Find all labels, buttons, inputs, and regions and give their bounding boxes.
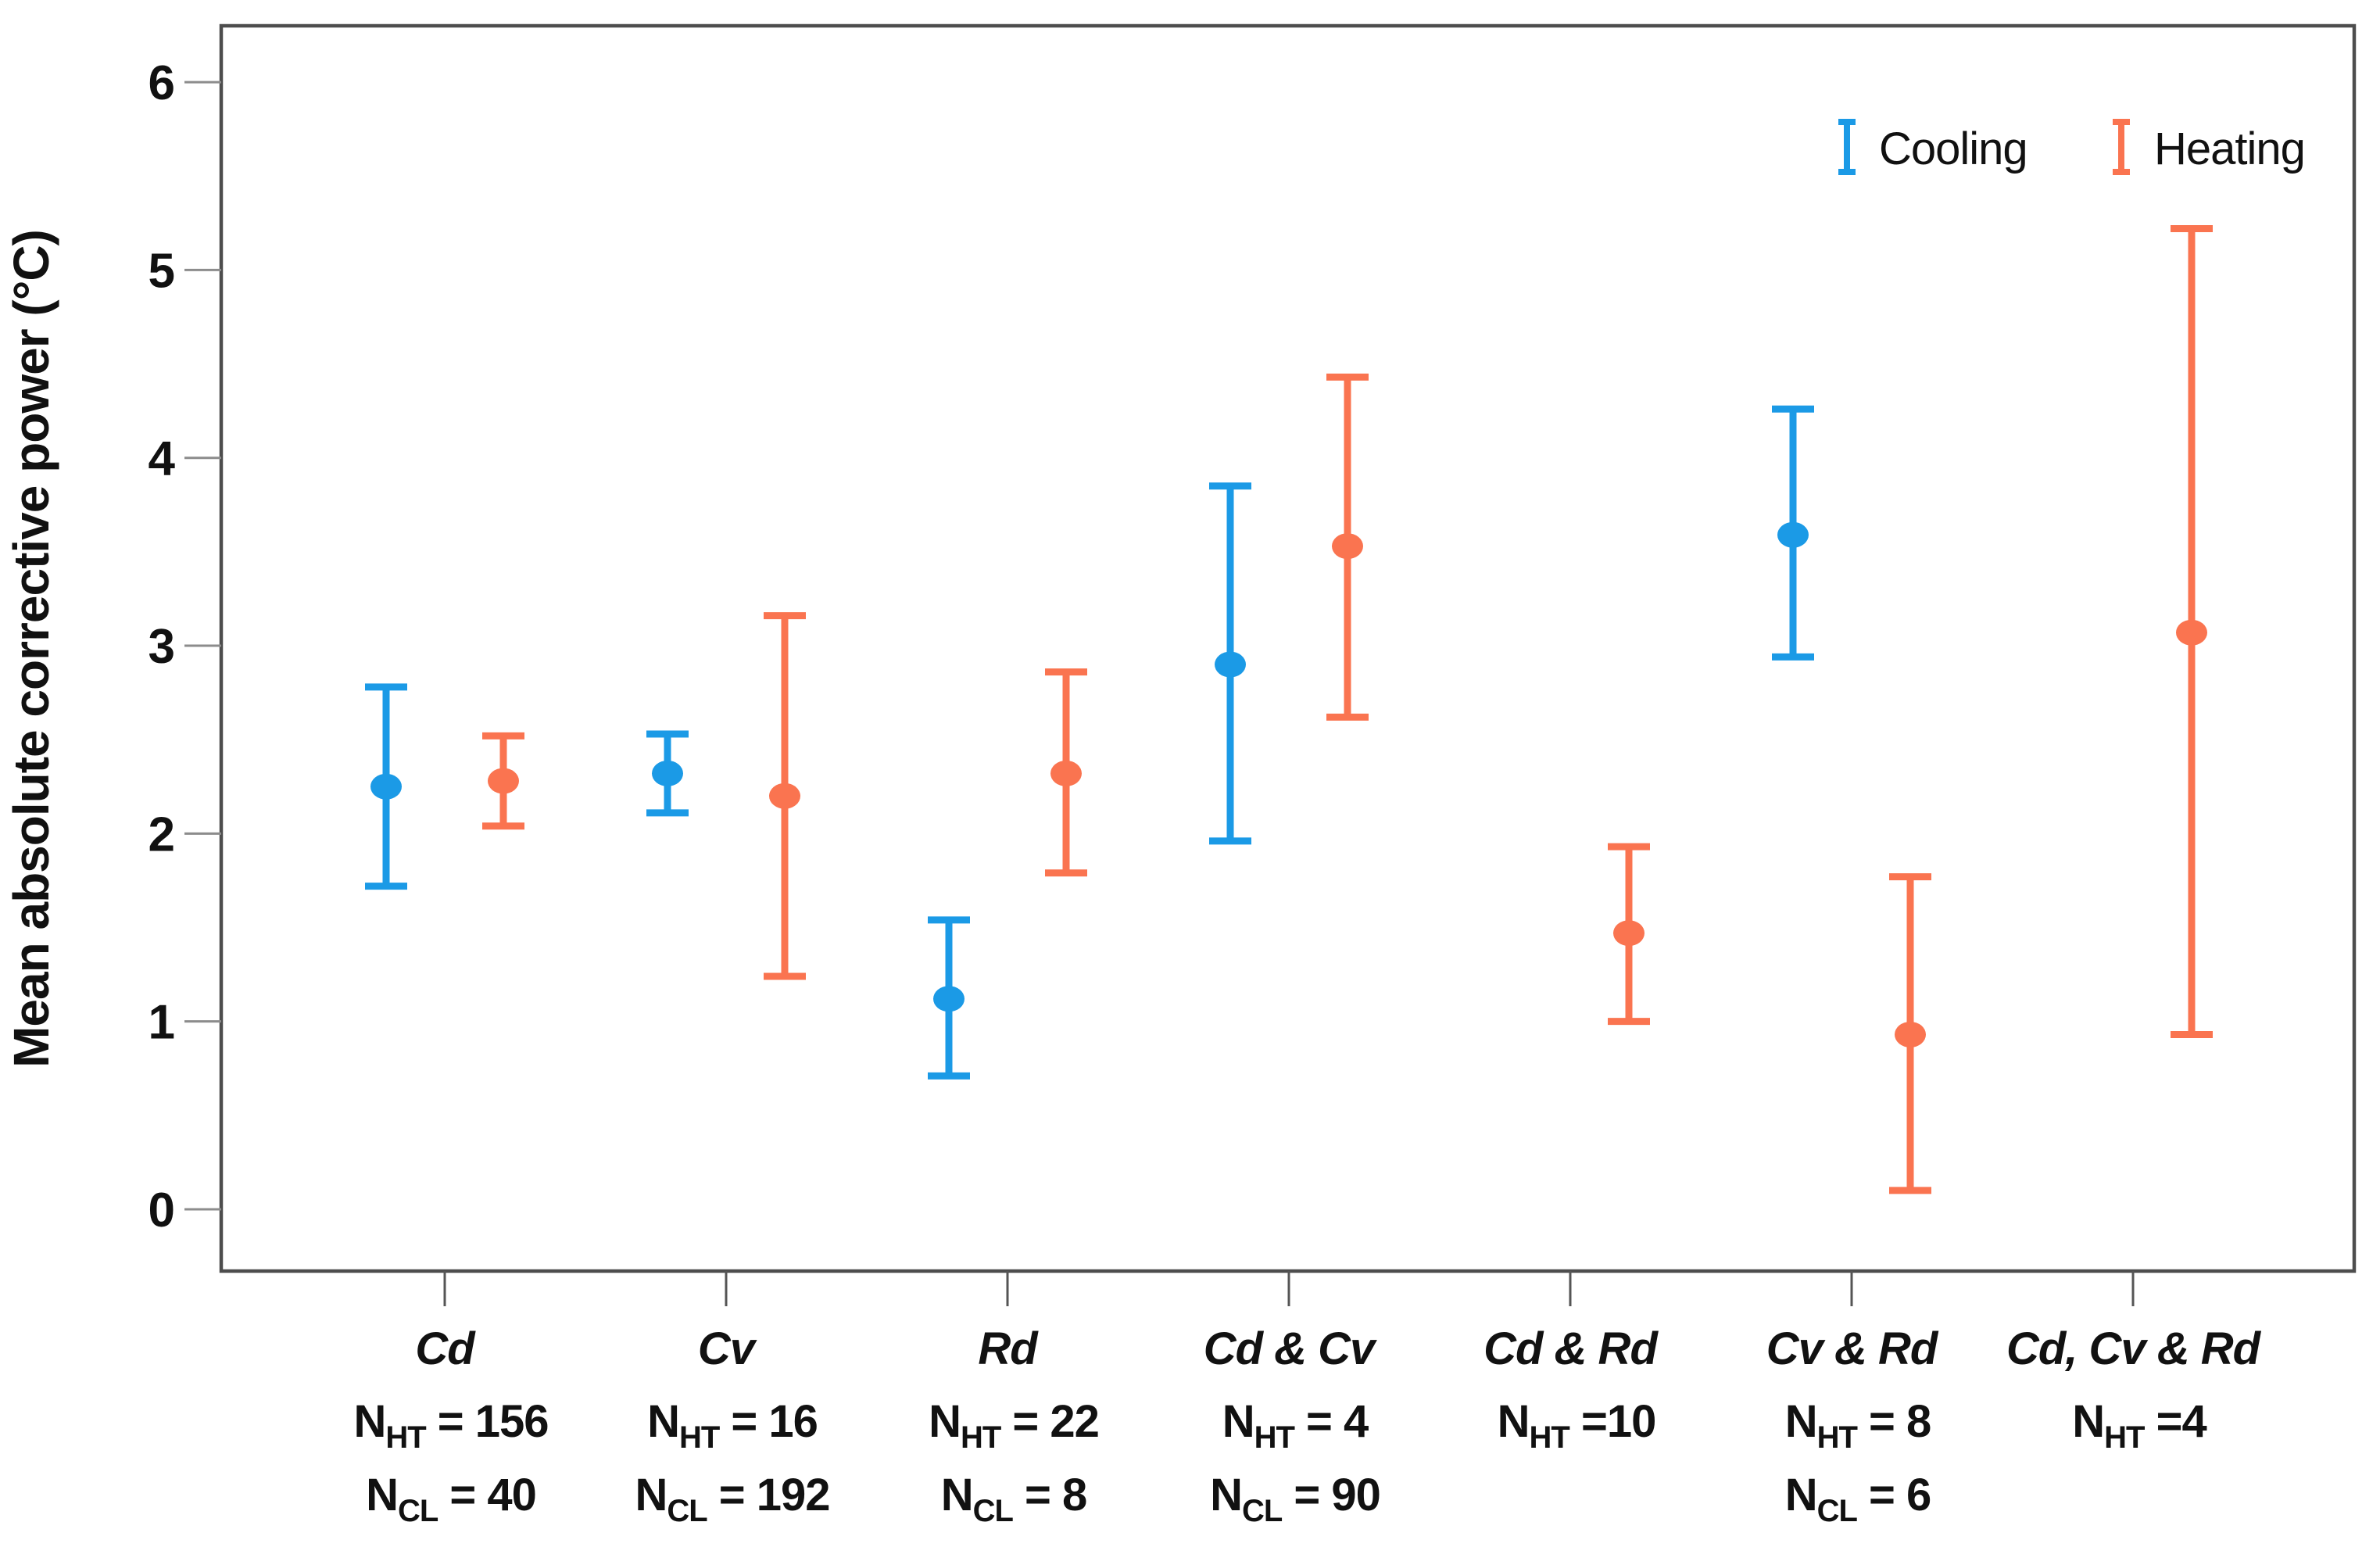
mean-point xyxy=(1332,533,1363,560)
cooling-errorbar-cv-rd xyxy=(1772,405,1814,661)
heating-errorbar-cv-rd xyxy=(1889,873,1931,1194)
cooling-errorbar-cv xyxy=(646,730,689,817)
mean-point xyxy=(488,768,519,794)
sample-size-label: NHT = 156 xyxy=(353,1396,548,1455)
sample-size-annotations: NHT = 156 NCL = 40 NHT = 16 NCL = 192 NHT = … xyxy=(353,1396,2207,1528)
plot-border xyxy=(219,23,2357,1273)
y-axis-title: Mean absolute corrective power (°C) xyxy=(3,230,59,1068)
y-axis-ticks: 0 1 2 3 4 5 6 xyxy=(149,56,221,1237)
mean-point xyxy=(1050,760,1082,786)
category-label: Cd xyxy=(415,1323,476,1374)
errorbar-series xyxy=(365,225,2213,1194)
heating-errorbar-cd-cv xyxy=(1326,373,1369,721)
category-label: Cv xyxy=(698,1323,757,1374)
sample-size-label: NHT = 4 xyxy=(1222,1396,1369,1455)
category-label: Cd, Cv & Rd xyxy=(2006,1323,2262,1374)
mean-point xyxy=(370,773,402,800)
y-tick-label: 0 xyxy=(149,1184,174,1237)
heating-errorbar-cd xyxy=(482,732,524,830)
cooling-errorbar-icon xyxy=(1838,119,1856,175)
category-labels: Cd Cv Rd Cd & Cv Cd & Rd Cv & Rd Cd, Cv & Rd xyxy=(415,1323,2262,1374)
cooling-errorbar-cd-cv xyxy=(1209,482,1251,845)
heating-errorbar-rd xyxy=(1045,668,1087,877)
sample-size-label: NHT =4 xyxy=(2072,1396,2206,1455)
sample-size-label: NHT = 22 xyxy=(929,1396,1099,1455)
y-tick-label: 1 xyxy=(149,996,174,1050)
mean-point xyxy=(769,782,800,809)
cooling-errorbar-rd xyxy=(928,916,970,1080)
y-tick-label: 3 xyxy=(149,620,174,674)
y-tick-label: 5 xyxy=(149,244,174,298)
sample-size-label: NHT =10 xyxy=(1498,1396,1656,1455)
mean-point xyxy=(1895,1021,1926,1047)
y-tick-label: 4 xyxy=(149,432,176,486)
legend-item-heating: Heating xyxy=(2113,119,2306,175)
heating-errorbar-icon xyxy=(2113,119,2130,175)
mean-point xyxy=(1777,521,1809,548)
legend-label-heating: Heating xyxy=(2154,124,2305,174)
category-label: Rd xyxy=(978,1323,1039,1374)
y-tick-label: 2 xyxy=(149,808,174,861)
x-axis-ticks xyxy=(443,1271,2135,1306)
mean-point xyxy=(1215,651,1246,678)
category-label: Cd & Cv xyxy=(1204,1323,1377,1374)
mean-point xyxy=(933,986,965,1012)
plot-frame xyxy=(219,23,2357,1273)
heating-errorbar-cd-cv-rd xyxy=(2171,225,2213,1038)
mean-point xyxy=(2176,619,2207,646)
sample-size-label: NCL = 90 xyxy=(1210,1470,1380,1528)
category-label: Cd & Rd xyxy=(1483,1323,1659,1374)
legend-item-cooling: Cooling xyxy=(1838,119,2028,175)
sample-size-label: NCL = 40 xyxy=(366,1470,536,1528)
sample-size-label: NCL = 192 xyxy=(635,1470,829,1528)
sample-size-label: NHT = 16 xyxy=(647,1396,818,1455)
cooling-errorbar-cd xyxy=(365,683,407,890)
heating-errorbar-cd-rd xyxy=(1608,843,1650,1026)
mean-point xyxy=(652,760,683,786)
legend-label-cooling: Cooling xyxy=(1879,124,2027,174)
mean-point xyxy=(1613,920,1645,947)
sample-size-label: NHT = 8 xyxy=(1785,1396,1931,1455)
y-tick-label: 6 xyxy=(149,56,174,110)
legend: Cooling Heating xyxy=(1838,119,2306,175)
category-label: Cv & Rd xyxy=(1766,1323,1939,1374)
sample-size-label: NCL = 6 xyxy=(1785,1470,1931,1528)
heating-errorbar-cv xyxy=(764,612,806,980)
sample-size-label: NCL = 8 xyxy=(941,1470,1087,1528)
